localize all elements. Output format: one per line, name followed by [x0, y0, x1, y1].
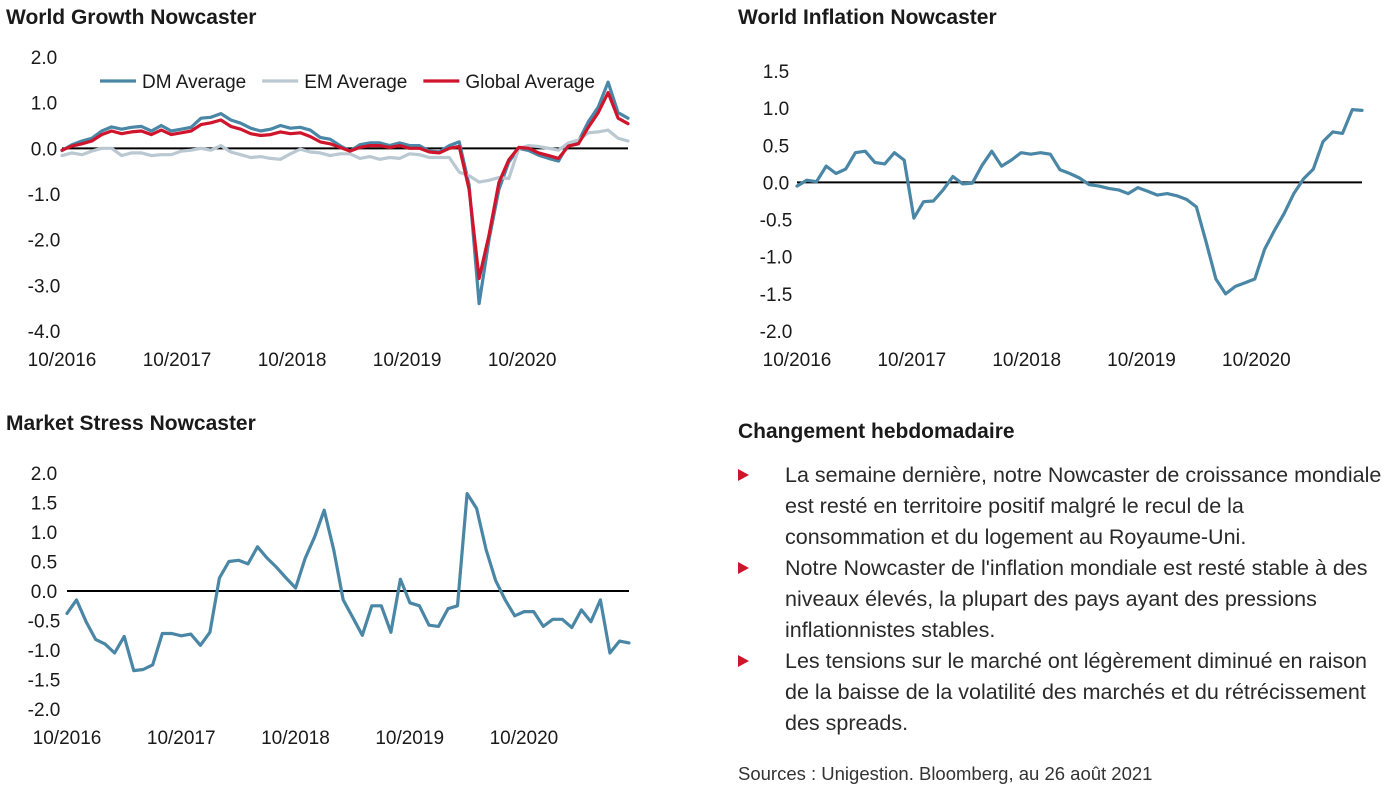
growth-y-tick-label: -4.0 [28, 322, 61, 343]
inflation-x-tick-label: 10/2019 [1107, 350, 1176, 371]
stress-series-line-0 [65, 492, 631, 673]
summary-item-text: La semaine dernière, notre Nowcaster de … [785, 463, 1382, 549]
growth-legend-label: DM Average [142, 72, 246, 93]
inflation-y-tick-label: -1.5 [760, 285, 793, 306]
red-triangle-bullet-icon [738, 469, 749, 481]
summary-item-growth: La semaine dernière, notre Nowcaster de … [738, 460, 1382, 553]
summary-item-text: Les tensions sur le marché ont légèremen… [785, 649, 1368, 735]
inflation-y-tick-label: 1.0 [763, 99, 789, 120]
inflation-y-tick-label: -0.5 [760, 211, 793, 232]
stress-y-tick-label: 1.0 [31, 523, 57, 544]
growth-series-line-em-average [60, 128, 630, 184]
growth-x-tick-label: 10/2019 [373, 350, 442, 371]
stress-x-tick-label: 10/2018 [261, 728, 330, 749]
growth-series-line-dm-average [60, 80, 630, 306]
growth-x-tick-label: 10/2020 [488, 350, 557, 371]
growth-y-tick-label: -1.0 [28, 185, 61, 206]
summary-title: Changement hebdomadaire [738, 420, 1015, 443]
inflation-chart-title: World Inflation Nowcaster [738, 6, 997, 29]
red-triangle-bullet-icon [738, 655, 749, 667]
growth-x-tick-label: 10/2017 [143, 350, 212, 371]
inflation-y-tick-label: -1.0 [760, 248, 793, 269]
growth-series-line-global-average [60, 90, 630, 281]
stress-y-tick-label: 2.0 [31, 464, 57, 485]
inflation-y-tick-label: 0.0 [763, 173, 789, 194]
sources-note: Sources : Unigestion. Bloomberg, au 26 a… [738, 763, 1153, 784]
inflation-x-tick-label: 10/2016 [763, 350, 832, 371]
growth-chart-title: World Growth Nowcaster [6, 6, 257, 29]
growth-legend-label: EM Average [304, 72, 407, 93]
inflation-x-tick-label: 10/2017 [877, 350, 946, 371]
stress-y-tick-label: -2.0 [28, 700, 61, 721]
growth-y-tick-label: -2.0 [28, 231, 61, 252]
growth-legend-label: Global Average [465, 72, 595, 93]
growth-x-tick-label: 10/2018 [258, 350, 327, 371]
stress-x-tick-label: 10/2016 [33, 728, 102, 749]
inflation-y-tick-label: 1.5 [763, 62, 789, 83]
inflation-y-tick-label: -2.0 [760, 322, 793, 343]
stress-y-tick-label: -0.5 [28, 612, 61, 633]
summary-item-stress: Les tensions sur le marché ont légèremen… [738, 646, 1382, 739]
growth-y-tick-label: -3.0 [28, 276, 61, 297]
stress-chart-title: Market Stress Nowcaster [6, 412, 256, 435]
stress-y-tick-label: -1.0 [28, 641, 61, 662]
summary-item-text: Notre Nowcaster de l'inflation mondiale … [785, 556, 1368, 642]
stress-y-tick-label: 1.5 [31, 494, 57, 515]
stress-x-tick-label: 10/2017 [147, 728, 216, 749]
growth-y-tick-label: 0.0 [31, 139, 57, 160]
stress-y-tick-label: 0.0 [31, 582, 57, 603]
summary-list: La semaine dernière, notre Nowcaster de … [738, 460, 1382, 739]
stress-y-tick-label: 0.5 [31, 553, 57, 574]
inflation-y-tick-label: 0.5 [763, 136, 789, 157]
stress-x-tick-label: 10/2020 [490, 728, 559, 749]
red-triangle-bullet-icon [738, 562, 749, 574]
stress-x-tick-label: 10/2019 [375, 728, 444, 749]
growth-y-tick-label: 1.0 [31, 94, 57, 115]
growth-y-tick-label: 2.0 [31, 48, 57, 69]
inflation-series-line-0 [795, 107, 1364, 296]
inflation-x-tick-label: 10/2020 [1222, 350, 1291, 371]
inflation-x-tick-label: 10/2018 [992, 350, 1061, 371]
growth-x-tick-label: 10/2016 [28, 350, 97, 371]
stress-y-tick-label: -1.5 [28, 671, 61, 692]
summary-item-inflation: Notre Nowcaster de l'inflation mondiale … [738, 553, 1382, 646]
